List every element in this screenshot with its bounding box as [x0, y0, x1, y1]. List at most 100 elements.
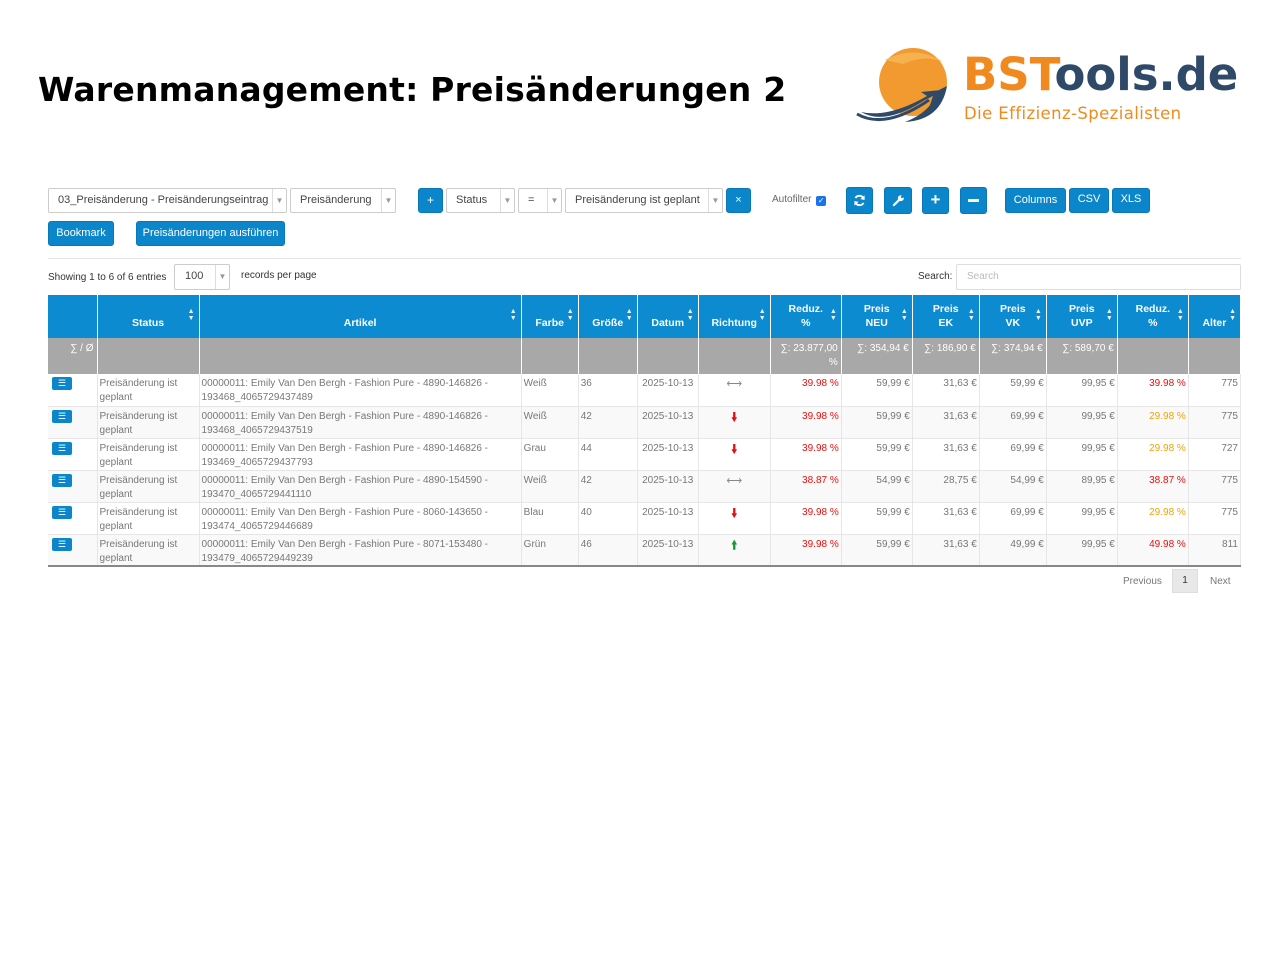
column-header-preis-vk[interactable]: Preis VK ▲ ▼ — [979, 295, 1047, 338]
row-status: Preisänderung ist geplant — [97, 406, 200, 439]
row-artikel: 00000011: Emily Van Den Bergh - Fashion … — [199, 406, 522, 439]
filter-operator-select[interactable]: = ▼ — [518, 188, 562, 213]
previous-page-link[interactable]: Previous — [1123, 576, 1162, 587]
add-filter-button[interactable]: + — [418, 188, 443, 213]
checkbox-checked-icon[interactable]: ✓ — [816, 196, 827, 206]
autofilter-toggle[interactable]: Autofilter ✓ — [772, 194, 827, 206]
column-header-datum[interactable]: Datum ▲ ▼ — [637, 295, 699, 338]
next-page-link[interactable]: Next — [1210, 576, 1231, 587]
csv-export-button[interactable]: CSV — [1069, 188, 1109, 213]
row-preis-neu: 59,99 € — [841, 406, 913, 439]
column-header-preis-neu[interactable]: Preis NEU ▲ ▼ — [841, 295, 913, 338]
row-actions[interactable]: ☰ — [48, 470, 98, 503]
table-header-row: Status ▲ ▼ Artikel ▲ ▼ Farbe ▲ ▼ Größe ▲ ▼ Datum… — [48, 295, 1242, 338]
sort-icon: ▲ ▼ — [829, 308, 837, 322]
column-header-alter[interactable]: Alter ▲ ▼ — [1188, 295, 1242, 338]
row-reduz-2: 38.87 % — [1117, 470, 1189, 503]
chevron-down-icon: ▼ — [500, 189, 514, 212]
remove-filter-button[interactable]: × — [726, 188, 751, 213]
refresh-icon — [854, 194, 865, 207]
column-header-artikel[interactable]: Artikel ▲ ▼ — [199, 295, 522, 338]
details-menu-icon[interactable]: ☰ — [52, 409, 72, 423]
column-header-groesse[interactable]: Größe ▲ ▼ — [578, 295, 638, 338]
row-groesse: 40 — [578, 502, 638, 535]
row-farbe: Grau — [521, 438, 579, 471]
collapse-button[interactable] — [960, 187, 987, 214]
row-datum: 2025-10-13 — [637, 470, 699, 503]
row-preis-vk: 69,99 € — [979, 502, 1047, 535]
row-groesse: 42 — [578, 470, 638, 503]
expand-button[interactable]: + — [922, 187, 949, 214]
details-menu-icon[interactable]: ☰ — [52, 537, 72, 551]
logo-name: BSTools.de — [963, 48, 1239, 101]
row-status: Preisänderung ist geplant — [97, 502, 200, 535]
details-menu-icon[interactable]: ☰ — [52, 473, 72, 487]
bookmark-button[interactable]: Bookmark — [48, 221, 114, 246]
per-page-select[interactable]: 100 ▼ — [174, 264, 230, 290]
row-alter: 811 — [1188, 534, 1242, 567]
details-menu-icon[interactable]: ☰ — [52, 505, 72, 519]
row-actions[interactable]: ☰ — [48, 406, 98, 439]
row-datum: 2025-10-13 — [637, 374, 699, 407]
current-page-button[interactable]: 1 — [1172, 569, 1198, 593]
bstools-logo: BSTools.de Die Effizienz-Spezialisten — [855, 42, 1239, 126]
logo-tagline: Die Effizienz-Spezialisten — [964, 104, 1182, 123]
row-preis-uvp: 99,95 € — [1046, 374, 1118, 407]
search-input[interactable]: Search — [956, 264, 1241, 290]
table-row[interactable]: ☰ Preisänderung ist geplant 00000011: Emil… — [48, 406, 1242, 439]
row-reduz-1: 39.98 % — [770, 502, 842, 535]
details-menu-icon[interactable]: ☰ — [52, 377, 72, 390]
entries-info: Showing 1 to 6 of 6 entries — [48, 272, 167, 283]
row-alter: 775 — [1188, 502, 1242, 535]
view-select[interactable]: 03_Preisänderung - Preisänderungseintrag… — [48, 188, 287, 213]
chevron-down-icon: ▼ — [381, 189, 395, 212]
row-actions[interactable]: ☰ — [48, 502, 98, 535]
row-actions[interactable]: ☰ — [48, 374, 98, 407]
column-header-reduz-1[interactable]: Reduz.% ▲ ▼ — [770, 295, 842, 338]
refresh-button[interactable] — [846, 187, 873, 214]
column-header-preis-uvp[interactable]: Preis UVP ▲ ▼ — [1046, 295, 1118, 338]
summary-uvp: ∑: 589,70 € — [1046, 338, 1118, 374]
row-preis-neu: 59,99 € — [841, 374, 913, 407]
filter-value-select[interactable]: Preisänderung ist geplant ▼ — [565, 188, 723, 213]
row-status: Preisänderung ist geplant — [97, 374, 200, 407]
type-select[interactable]: Preisänderung ▼ — [290, 188, 396, 213]
row-farbe: Weiß — [521, 470, 579, 503]
row-preis-neu: 59,99 € — [841, 438, 913, 471]
column-header-richtung[interactable]: Richtung ▲ ▼ — [698, 295, 771, 338]
column-header-reduz-2[interactable]: Reduz.% ▲ ▼ — [1117, 295, 1189, 338]
row-richtung: ⟷ — [698, 374, 771, 407]
table-row[interactable]: ☰ Preisänderung ist geplant 00000011: Emil… — [48, 534, 1242, 567]
row-alter: 775 — [1188, 374, 1242, 407]
filter-field-select[interactable]: Status ▼ — [446, 188, 515, 213]
row-richtung: 🠛 — [698, 406, 771, 439]
row-alter: 727 — [1188, 438, 1242, 471]
execute-price-changes-button[interactable]: Preisänderungen ausführen — [136, 221, 285, 246]
row-artikel: 00000011: Emily Van Den Bergh - Fashion … — [199, 502, 522, 535]
table-bottom-border — [48, 565, 1241, 567]
details-menu-icon[interactable]: ☰ — [52, 441, 72, 455]
row-actions[interactable]: ☰ — [48, 438, 98, 471]
table-row[interactable]: ☰ Preisänderung ist geplant 00000011: Emil… — [48, 502, 1242, 535]
xls-export-button[interactable]: XLS — [1112, 188, 1150, 213]
settings-button[interactable] — [884, 187, 912, 214]
table-row[interactable]: ☰ Preisänderung ist geplant 00000011: Emil… — [48, 374, 1242, 407]
row-reduz-1: 38.87 % — [770, 470, 842, 503]
row-actions[interactable]: ☰ — [48, 534, 98, 567]
row-farbe: Weiß — [521, 374, 579, 407]
row-alter: 775 — [1188, 470, 1242, 503]
row-farbe: Blau — [521, 502, 579, 535]
table-row[interactable]: ☰ Preisänderung ist geplant 00000011: Emil… — [48, 438, 1242, 471]
row-richtung: 🠛 — [698, 502, 771, 535]
sort-icon: ▲ ▼ — [1229, 308, 1236, 322]
column-header-status[interactable]: Status ▲ ▼ — [97, 295, 200, 338]
chevron-down-icon: ▼ — [708, 189, 722, 212]
chevron-down-icon: ▼ — [547, 189, 561, 212]
row-preis-vk: 69,99 € — [979, 406, 1047, 439]
sort-icon: ▲ ▼ — [1176, 308, 1184, 322]
row-artikel: 00000011: Emily Van Den Bergh - Fashion … — [199, 374, 522, 407]
column-header-preis-ek[interactable]: Preis EK ▲ ▼ — [912, 295, 980, 338]
columns-button[interactable]: Columns — [1005, 188, 1066, 213]
column-header-farbe[interactable]: Farbe ▲ ▼ — [521, 295, 579, 338]
table-row[interactable]: ☰ Preisänderung ist geplant 00000011: Emil… — [48, 470, 1242, 503]
